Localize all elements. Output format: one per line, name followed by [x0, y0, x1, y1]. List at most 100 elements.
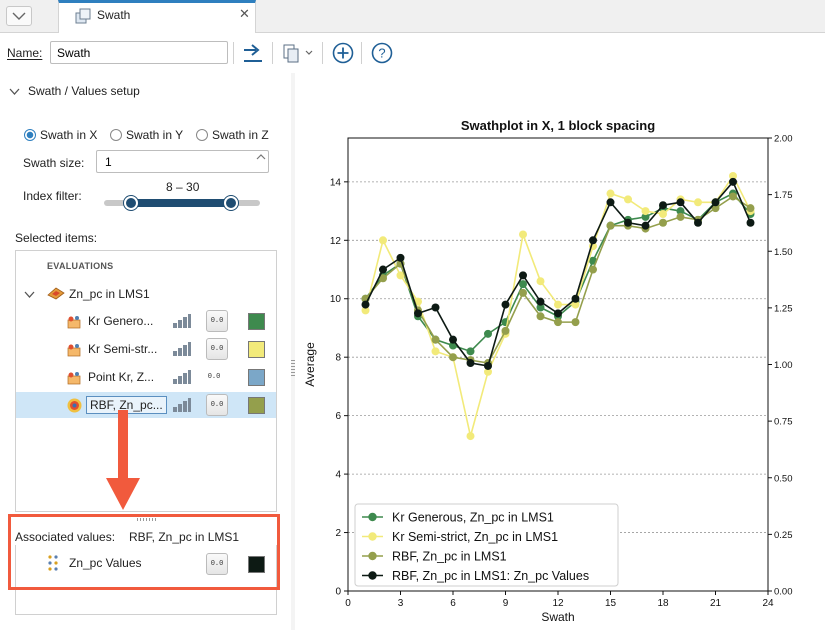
add-button[interactable] [330, 40, 356, 66]
tree-parent[interactable]: Zn_pc in LMS1 [16, 281, 276, 307]
list-item[interactable]: Kr Semi-str... 0.0 [16, 336, 276, 362]
y2-tick-label: 1.25 [774, 303, 793, 314]
color-swatch[interactable] [248, 397, 265, 414]
series-line [364, 180, 752, 367]
share-button[interactable] [240, 40, 266, 66]
histogram-icon[interactable] [173, 314, 191, 328]
data-point [659, 218, 667, 227]
legend-marker [368, 571, 377, 580]
selected-items-label: Selected items: [15, 231, 98, 245]
data-point [571, 294, 580, 303]
selected-items-list: EVALUATIONS Zn_pc in LMS1 Kr Genero... 0… [15, 250, 277, 512]
y2-tick-label: 0.25 [774, 530, 793, 541]
data-point [536, 303, 545, 312]
tab-swath[interactable]: Swath ✕ [58, 0, 256, 33]
swath-size-input[interactable] [96, 150, 269, 173]
help-button[interactable]: ? [369, 40, 395, 66]
callout-arrow-icon [106, 410, 140, 510]
radio-swath-x[interactable]: Swath in X [24, 128, 97, 142]
color-swatch[interactable] [248, 341, 265, 358]
radio-button[interactable] [196, 129, 208, 141]
associated-values-label: Associated values: [15, 530, 116, 544]
x-tick-label: 3 [398, 598, 404, 609]
histogram-icon[interactable] [173, 370, 191, 384]
list-item-selected[interactable]: RBF, Zn_pc... 0.0 [16, 392, 276, 418]
list-splitter[interactable] [137, 518, 157, 521]
data-point [431, 335, 440, 344]
digits-button[interactable]: 0.0 [206, 394, 228, 416]
data-point [554, 300, 562, 309]
color-swatch[interactable] [248, 556, 265, 573]
legend-label: Kr Generous, Zn_pc in LMS1 [392, 511, 554, 525]
help-icon: ? [371, 42, 393, 64]
y2-tick-label: 0.50 [774, 473, 793, 484]
legend-marker [368, 532, 377, 541]
y-tick-label: 14 [330, 177, 342, 188]
x-tick-label: 21 [710, 598, 722, 609]
series-line [364, 195, 751, 364]
slider-max-handle[interactable] [224, 196, 238, 210]
y-tick-label: 10 [330, 294, 342, 305]
data-point [379, 236, 387, 245]
color-swatch[interactable] [248, 369, 265, 386]
swath-size-label: Swath size: [23, 156, 85, 170]
list-item[interactable]: Zn_pc Values 0.0 [16, 550, 276, 576]
data-point [606, 221, 615, 230]
digits-button[interactable]: 0.0 [206, 310, 228, 332]
data-point [554, 318, 562, 327]
digits-button[interactable]: 0.0 [206, 338, 228, 360]
splitter-grip[interactable] [291, 360, 295, 378]
swath-chart[interactable]: Swathplot in X, 1 block spacing 0 3 6 9 12 15 1… [295, 73, 825, 630]
kriging-icon [67, 372, 81, 385]
y-axis-label: Average [303, 342, 317, 387]
legend-label: RBF, Zn_pc in LMS1: Zn_pc Values [392, 569, 589, 583]
digits-button[interactable]: 0.0 [206, 553, 228, 575]
y-tick-label: 8 [335, 353, 341, 364]
chevron-down-icon [9, 88, 20, 95]
y2-tick-label: 2.00 [774, 134, 793, 145]
copy-menu-button[interactable] [280, 40, 316, 66]
data-point [466, 432, 475, 441]
data-point [589, 265, 597, 274]
panel-splitter[interactable] [291, 73, 295, 630]
slider-range [131, 199, 231, 207]
chevron-up-icon[interactable] [256, 153, 266, 161]
radio-swath-z[interactable]: Swath in Z [196, 128, 269, 142]
data-point [361, 306, 370, 315]
histogram-icon[interactable] [173, 398, 191, 412]
data-point [396, 253, 405, 262]
collapse-panel-button[interactable] [6, 6, 32, 26]
color-swatch[interactable] [248, 313, 265, 330]
digits-button[interactable]: 0.0 [207, 373, 221, 381]
svg-text:?: ? [378, 46, 385, 61]
data-point [589, 236, 597, 245]
data-point [361, 300, 370, 309]
data-point [659, 209, 667, 218]
item-label: Kr Semi-str... [88, 342, 158, 356]
radio-swath-y[interactable]: Swath in Y [110, 128, 183, 142]
data-point [746, 218, 755, 227]
item-label: Point Kr, Z... [88, 370, 155, 384]
radio-button[interactable] [24, 129, 36, 141]
y-tick-label: 12 [330, 236, 342, 247]
data-point [729, 192, 737, 201]
radio-button[interactable] [110, 129, 122, 141]
toolbar-separator [361, 42, 362, 64]
chart-title: Swathplot in X, 1 block spacing [461, 118, 655, 133]
setup-header[interactable]: Swath / Values setup [9, 84, 140, 98]
histogram-icon[interactable] [173, 342, 191, 356]
y-tick-label: 2 [335, 528, 341, 539]
data-point [729, 177, 737, 186]
list-item[interactable]: Kr Genero... 0.0 [16, 308, 276, 334]
x-tick-label: 18 [657, 598, 669, 609]
tab-title: Swath [97, 8, 131, 22]
close-icon[interactable]: ✕ [239, 6, 250, 21]
legend-marker [368, 512, 377, 522]
y2-tick-label: 1.75 [774, 190, 793, 201]
name-input[interactable] [50, 41, 228, 64]
data-point [484, 367, 492, 376]
share-icon [244, 44, 262, 62]
slider-min-handle[interactable] [124, 196, 138, 210]
list-item[interactable]: Point Kr, Z... 0.0 [16, 364, 276, 390]
x-axis-label: Swath [541, 610, 574, 624]
